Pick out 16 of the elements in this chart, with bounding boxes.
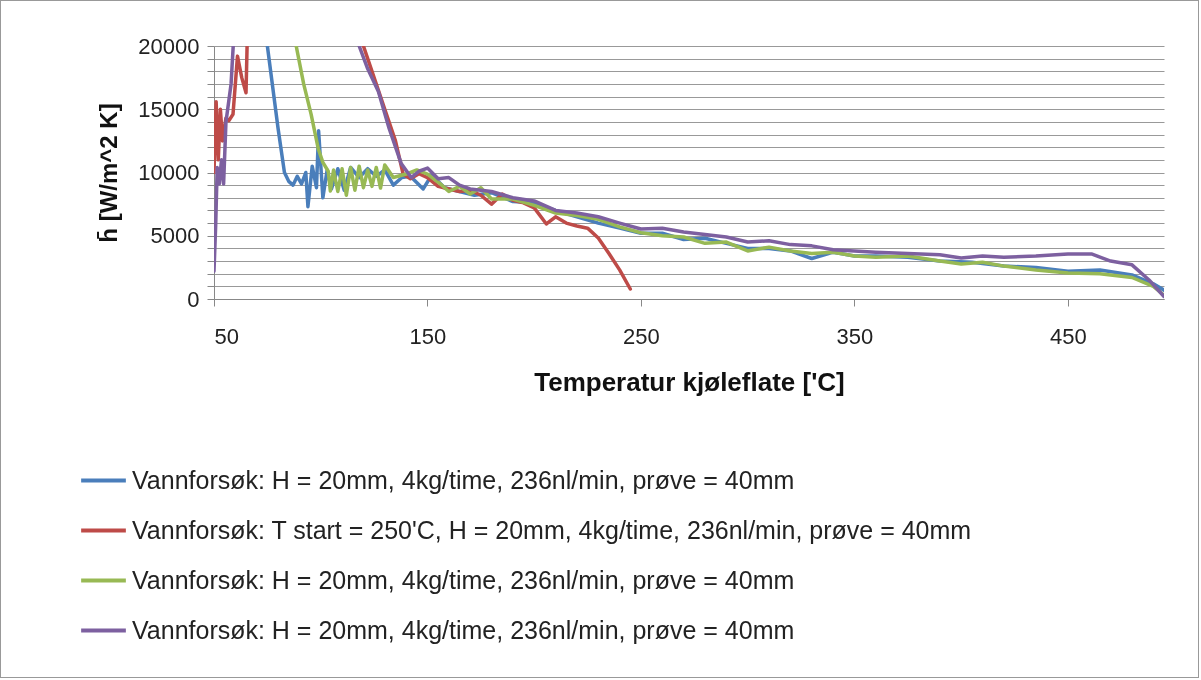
y-tick-label: 5000	[150, 223, 200, 249]
y-tick-label: 10000	[138, 160, 200, 185]
legend-label: Vannforsøk: T start = 250'C, H = 20mm, 4kg/time, 236nl/min, prøve = 40mm	[132, 515, 972, 544]
x-tick-label: 450	[1050, 323, 1087, 349]
x-tick-label: 50	[214, 323, 239, 349]
y-tick-label: 15000	[138, 96, 200, 122]
x-axis-title: Temperatur kjøleflate ['C]	[534, 366, 845, 397]
y-tick-label: 20000	[138, 33, 200, 59]
x-tick-label: 150	[409, 323, 447, 349]
legend-label: Vannforsøk: H = 20mm, 4kg/time, 236nl/min, prøve = 40mm	[132, 465, 795, 494]
y-axis-title: h̄ [W/m^2 K]	[95, 103, 123, 243]
y-tick-label: 0	[187, 286, 200, 312]
x-tick-label: 350	[836, 323, 874, 349]
legend-label: Vannforsøk: H = 20mm, 4kg/time, 236nl/min, prøve = 40mm	[132, 565, 795, 594]
legend-label: Vannforsøk: H = 20mm, 4kg/time, 236nl/min, prøve = 40mm	[132, 615, 795, 644]
x-tick-label: 250	[623, 323, 660, 349]
